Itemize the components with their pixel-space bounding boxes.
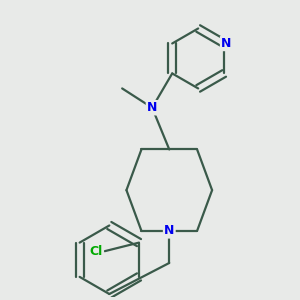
Text: N: N: [164, 224, 175, 237]
Text: N: N: [147, 101, 157, 114]
Text: Cl: Cl: [89, 245, 103, 258]
Text: N: N: [221, 37, 232, 50]
